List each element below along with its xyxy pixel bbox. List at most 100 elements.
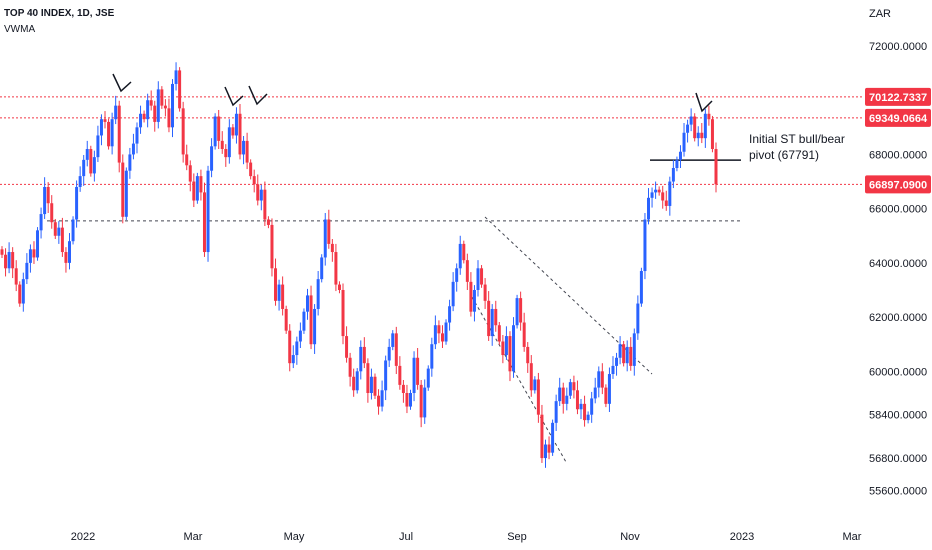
candle <box>50 195 54 229</box>
candle-body <box>451 281 455 307</box>
candle <box>671 159 675 189</box>
candle-body <box>36 230 40 258</box>
candle <box>227 119 231 164</box>
candle <box>327 209 331 249</box>
candle <box>657 186 661 196</box>
candle-body <box>629 346 633 366</box>
candle <box>373 373 377 399</box>
candle-body <box>341 289 345 337</box>
price-tags: 70122.7337 69349.0664 66897.0900 <box>865 87 931 194</box>
candle <box>696 126 700 147</box>
candle <box>305 288 309 320</box>
candle-body <box>124 170 128 217</box>
candle-body <box>654 189 658 193</box>
candle-body <box>224 149 228 158</box>
candle-body <box>583 403 587 421</box>
candle <box>639 267 643 307</box>
candle <box>689 108 693 132</box>
candle-body <box>529 363 533 391</box>
candle-body <box>476 268 480 290</box>
x-tick-label: 2022 <box>71 531 95 543</box>
candle <box>124 167 128 221</box>
candle <box>110 112 114 155</box>
candle <box>89 145 93 177</box>
candle <box>625 340 629 372</box>
candle-body <box>604 387 608 404</box>
candle <box>341 283 345 345</box>
y-tick-label: 64000.0000 <box>869 258 927 270</box>
candle <box>359 340 363 380</box>
candle-body <box>689 116 693 125</box>
candle <box>288 324 292 372</box>
candle-body <box>85 149 89 160</box>
candle <box>444 319 448 345</box>
candle-body <box>305 295 309 312</box>
candle-body <box>352 376 356 391</box>
candle <box>423 379 427 424</box>
candle-body <box>469 281 473 312</box>
candle <box>316 271 320 316</box>
candle-body <box>231 127 235 136</box>
candle-body <box>625 346 629 364</box>
candle <box>661 185 665 209</box>
candle <box>519 291 523 331</box>
candle-body <box>590 398 594 415</box>
candle <box>337 281 341 294</box>
candle-body <box>561 387 565 404</box>
x-tick-label: Sep <box>507 531 527 543</box>
candle <box>146 93 150 128</box>
candle-body <box>362 346 366 364</box>
candle-body <box>43 186 47 215</box>
y-tick-label: 68000.0000 <box>869 149 927 161</box>
candle-body <box>462 243 466 261</box>
candle <box>199 169 203 201</box>
candle-body <box>618 344 622 358</box>
candle-body <box>110 119 114 147</box>
candle <box>650 187 654 208</box>
candle-body <box>174 70 178 84</box>
candle-body <box>426 368 430 388</box>
candle-body <box>423 387 427 418</box>
candle-body <box>107 121 111 147</box>
candle-body <box>64 252 68 263</box>
candle-body <box>4 254 8 269</box>
candle <box>92 150 96 182</box>
candle <box>281 276 285 316</box>
candle <box>32 241 36 264</box>
candle-body <box>487 300 491 337</box>
candle-body <box>323 219 327 258</box>
candle <box>682 122 686 157</box>
candle-body <box>508 336 512 372</box>
candle <box>309 285 313 350</box>
candle-body <box>664 200 668 206</box>
candle <box>433 315 437 350</box>
candle <box>14 260 18 292</box>
candle-body <box>714 149 718 185</box>
candle <box>139 105 143 134</box>
candle <box>121 154 125 224</box>
candle-body <box>266 219 270 225</box>
candle-body <box>401 384 405 394</box>
candle-body <box>185 154 189 166</box>
candle-body <box>181 108 185 155</box>
candle <box>384 355 388 401</box>
candle-body <box>465 260 469 282</box>
candle-body <box>647 197 651 220</box>
candle <box>249 159 253 180</box>
candle-body <box>430 344 434 369</box>
candle-body <box>0 249 4 255</box>
candle <box>114 95 118 125</box>
candle-body <box>579 403 583 410</box>
candle-body <box>89 149 93 174</box>
candle <box>465 253 469 290</box>
candle <box>295 336 299 365</box>
candle-body <box>572 382 576 391</box>
candle <box>188 160 192 192</box>
candle-body <box>263 189 267 220</box>
candle-body <box>696 132 700 139</box>
candle-body <box>131 143 135 155</box>
candle <box>107 118 111 150</box>
candle <box>153 100 157 132</box>
candle <box>540 404 544 463</box>
